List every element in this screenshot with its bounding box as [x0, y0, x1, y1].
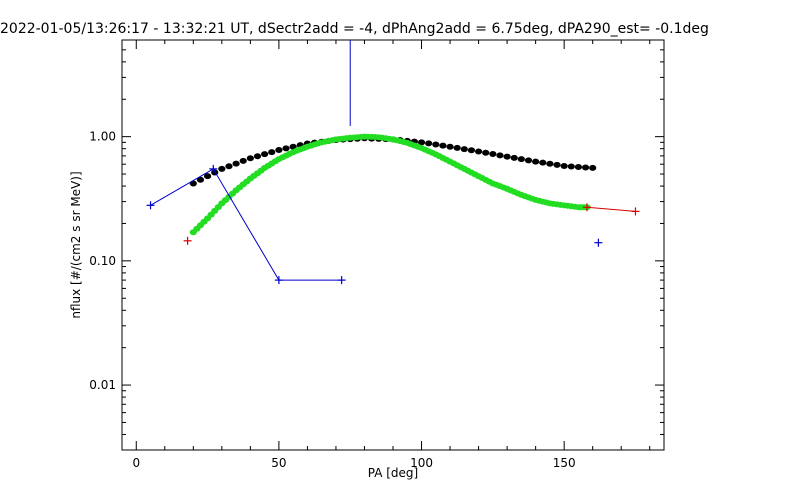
- data-point: [453, 144, 461, 151]
- data-point: [496, 152, 504, 159]
- series-line: [150, 168, 342, 281]
- x-tick-label: 0: [132, 456, 140, 470]
- data-point: [203, 173, 212, 180]
- data-point: [253, 153, 262, 160]
- data-point: [218, 165, 226, 172]
- x-tick-label: 100: [410, 456, 433, 470]
- x-axis-label: PA [deg]: [368, 466, 418, 480]
- data-point: [417, 139, 426, 146]
- data-point: [553, 161, 561, 168]
- y-tick-label: 1.00: [89, 130, 116, 144]
- data-point: [503, 153, 511, 160]
- data-point: [467, 147, 476, 154]
- data-point: [189, 180, 197, 187]
- y-axis: 0.01 0.10 1.00: [89, 39, 664, 451]
- data-point: [239, 157, 247, 164]
- data-point: [567, 163, 575, 170]
- data-point: [268, 149, 276, 156]
- y-tick-label: 0.01: [89, 378, 116, 392]
- series-5: [183, 236, 192, 245]
- data-series: [146, 40, 640, 285]
- x-tick-label: 150: [553, 456, 576, 470]
- data-point: [439, 142, 447, 149]
- data-point: [196, 176, 205, 183]
- plot-frame: [121, 39, 665, 451]
- data-point: [432, 141, 440, 148]
- data-point: [225, 163, 233, 170]
- data-point: [560, 163, 568, 170]
- series-line: [586, 206, 636, 212]
- data-point: [460, 146, 468, 153]
- data-point: [589, 164, 597, 171]
- data-point: [232, 160, 240, 167]
- series-2: [146, 164, 346, 285]
- chart-title: 2022-01-05/13:26:17 - 13:32:21 UT, dSect…: [0, 21, 709, 37]
- x-tick-label: 50: [271, 456, 286, 470]
- data-point: [539, 159, 547, 166]
- data-point: [261, 151, 269, 158]
- data-point: [510, 154, 518, 161]
- data-point: [489, 151, 497, 158]
- series-3: [594, 238, 603, 247]
- data-point: [517, 156, 525, 163]
- data-point: [532, 158, 540, 165]
- data-point: [275, 147, 283, 154]
- x-axis: 0 50 100 150: [132, 40, 651, 470]
- data-point: [246, 155, 254, 162]
- data-point: [425, 140, 433, 147]
- data-point: [581, 164, 590, 171]
- data-point: [474, 148, 483, 155]
- data-point: [574, 163, 583, 170]
- y-tick-label: 0.10: [89, 254, 116, 268]
- y-axis-label: nflux [#/(cm2 s sr MeV)]: [69, 171, 83, 318]
- series-1: [189, 133, 591, 236]
- data-point: [482, 149, 490, 156]
- data-point: [282, 145, 290, 152]
- data-point: [546, 160, 554, 167]
- data-point: [446, 143, 454, 150]
- data-point: [524, 157, 533, 164]
- series-6: [582, 203, 640, 216]
